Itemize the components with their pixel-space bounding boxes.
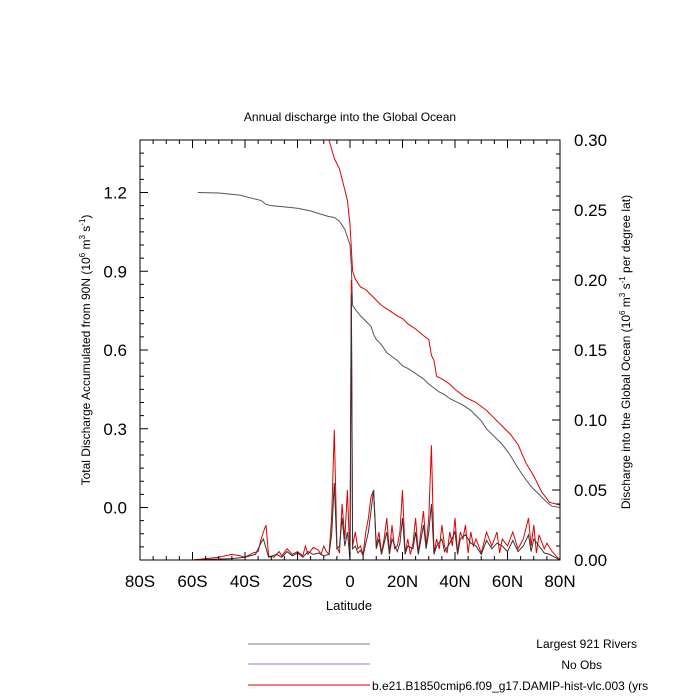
y-left-tick-label-2: 0.6 (103, 341, 127, 360)
y-right-tick-label-6: 0.30 (574, 131, 607, 150)
ticks-layer: 80S 60S 40S 20S 0 20N 40N 60N 80N 0.0 0.3 0.6 0.9 1.2… (103, 131, 607, 591)
y-right-tick-label-5: 0.25 (574, 201, 607, 220)
y-left-tick-label-1: 0.3 (103, 420, 127, 439)
x-axis-label: Latitude (326, 598, 372, 613)
x-tick-label-4: 0 (345, 572, 354, 591)
legend: Largest 921 Rivers No Obs b.e21.B1850cmi… (248, 637, 648, 693)
series-line-2 (145, 279, 560, 560)
x-tick-label-3: 20S (282, 572, 312, 591)
x-tick-label-8: 80N (544, 572, 575, 591)
y-axis-right-label: Discharge into the Global Ocean (106 m3 … (618, 195, 633, 509)
series-line-1 (328, 140, 560, 506)
y-left-tick-label-0: 0.0 (103, 499, 127, 518)
legend-label-model-run: b.e21.B1850cmip6.f09_g17.DAMIP-hist-vlc.… (372, 679, 648, 693)
y-right-tick-label-0: 0.00 (574, 551, 607, 570)
y-right-tick-label-4: 0.20 (574, 271, 607, 290)
chart-title: Annual discharge into the Global Ocean (244, 110, 456, 124)
series-layer (145, 140, 560, 560)
x-tick-label-6: 40N (439, 572, 470, 591)
y-axis-left-label: Total Discharge Accumulated from 90N (10… (78, 215, 93, 486)
y-left-tick-label-4: 1.2 (103, 184, 127, 203)
y-left-tick-label-3: 0.9 (103, 262, 127, 281)
y-right-tick-label-1: 0.05 (574, 481, 607, 500)
legend-label-largest-rivers: Largest 921 Rivers (536, 637, 637, 651)
series-line-0 (197, 192, 560, 508)
x-tick-label-0: 80S (125, 572, 155, 591)
x-tick-label-7: 60N (492, 572, 523, 591)
y-right-tick-label-2: 0.10 (574, 411, 607, 430)
y-right-tick-label-3: 0.15 (574, 341, 607, 360)
x-tick-label-5: 20N (387, 572, 418, 591)
x-tick-label-1: 60S (177, 572, 207, 591)
legend-label-no-obs: No Obs (561, 658, 602, 672)
series-line-3 (192, 293, 560, 560)
x-tick-label-2: 40S (230, 572, 260, 591)
